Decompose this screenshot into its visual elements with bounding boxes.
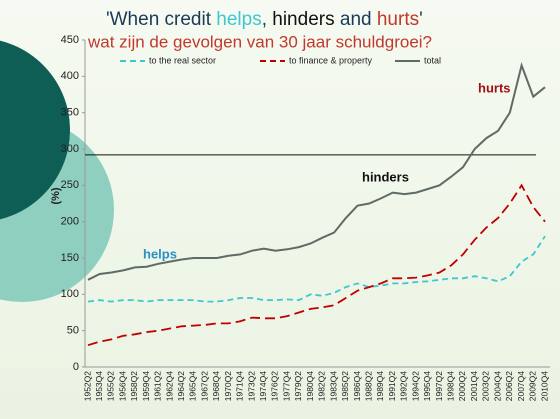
x-tick-label: 1952Q2 xyxy=(82,371,92,402)
y-tick-label: 350 xyxy=(61,107,79,119)
y-axis-label: (%) xyxy=(50,187,62,204)
x-tick-label: 1989Q4 xyxy=(375,371,385,402)
annotation: hinders xyxy=(362,169,409,184)
x-tick-label: 1985Q2 xyxy=(340,371,350,402)
y-tick-label: 50 xyxy=(67,325,79,337)
annotation: helps xyxy=(143,246,177,261)
x-tick-label: 2001Q4 xyxy=(469,371,479,402)
series-line xyxy=(87,235,546,303)
x-tick-label: 2000Q2 xyxy=(457,371,467,402)
x-tick-label: 1961Q2 xyxy=(153,371,163,402)
x-tick-label: 1977Q4 xyxy=(281,371,291,402)
x-tick-label: 1988Q2 xyxy=(363,371,373,402)
series-line xyxy=(87,62,546,281)
x-tick-label: 1970Q2 xyxy=(223,371,233,402)
x-tick-label: 1958Q2 xyxy=(129,371,139,402)
x-tick-label: 1983Q4 xyxy=(328,371,338,402)
x-tick-label: 1964Q2 xyxy=(176,371,186,402)
x-tick-label: 1997Q2 xyxy=(434,371,444,402)
x-tick-label: 1965Q4 xyxy=(188,371,198,402)
y-tick-label: 250 xyxy=(61,179,79,191)
x-tick-label: 1968Q4 xyxy=(211,371,221,402)
x-tick-label: 1991Q2 xyxy=(387,371,397,402)
series-line xyxy=(87,183,546,347)
y-tick-label: 150 xyxy=(61,252,79,264)
x-tick-label: 1959Q4 xyxy=(141,371,151,402)
x-tick-label: 1986Q4 xyxy=(352,371,362,402)
y-tick-label: 300 xyxy=(61,143,79,155)
x-tick-label: 2003Q2 xyxy=(481,371,491,402)
x-tick-label: 1956Q4 xyxy=(117,371,127,402)
x-tick-label: 1974Q4 xyxy=(258,371,268,402)
annotation: hurts xyxy=(478,80,511,95)
y-tick-label: 450 xyxy=(61,34,79,46)
x-tick-label: 2009Q2 xyxy=(528,371,538,402)
x-tick-label: 1982Q2 xyxy=(317,371,327,402)
x-tick-label: 1967Q2 xyxy=(199,371,209,402)
x-tick-label: 1980Q4 xyxy=(305,371,315,402)
legend-label: to the real sector xyxy=(149,55,216,65)
x-tick-label: 1994Q2 xyxy=(410,371,420,402)
x-tick-label: 1979Q2 xyxy=(293,371,303,402)
x-tick-label: 1962Q4 xyxy=(164,371,174,402)
legend-label: to finance & property xyxy=(289,55,373,65)
x-tick-label: 1992Q4 xyxy=(399,371,409,402)
y-tick-label: 200 xyxy=(61,216,79,228)
x-tick-label: 2007Q4 xyxy=(516,371,526,402)
y-tick-label: 0 xyxy=(73,361,79,373)
x-tick-label: 1976Q2 xyxy=(270,371,280,402)
x-tick-label: 1953Q4 xyxy=(94,371,104,402)
x-tick-label: 1998Q4 xyxy=(446,371,456,402)
x-tick-label: 1973Q2 xyxy=(246,371,256,402)
x-tick-label: 2004Q4 xyxy=(492,371,502,402)
x-tick-label: 1971Q4 xyxy=(235,371,245,402)
chart-title: 'When credit helps, hinders and hurts' xyxy=(106,9,423,30)
x-tick-label: 2010Q4 xyxy=(539,371,549,402)
chart-subtitle: wat zijn de gevolgen van 30 jaar schuldg… xyxy=(87,32,432,51)
legend-label: total xyxy=(424,55,441,65)
y-tick-label: 400 xyxy=(61,70,79,82)
y-tick-label: 100 xyxy=(61,288,79,300)
x-tick-label: 2006Q2 xyxy=(504,371,514,402)
x-tick-label: 1995Q4 xyxy=(422,371,432,402)
x-tick-label: 1955Q2 xyxy=(106,371,116,402)
deco-circle xyxy=(0,40,70,220)
